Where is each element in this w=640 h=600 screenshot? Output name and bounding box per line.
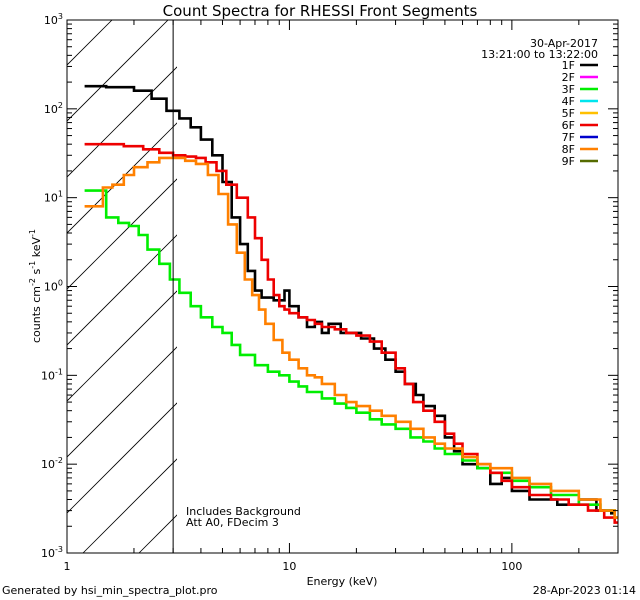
hatch-line [67,20,113,66]
y-tick-label: 10-1 [41,367,63,382]
chart-title: Count Spectra for RHESSI Front Segments [162,2,478,20]
hatch-line [419,0,640,553]
footer-generator: Generated by hsi_min_spectra_plot.pro [2,584,218,597]
x-tick-label: 100 [501,560,522,573]
x-tick-label: 1 [64,560,71,573]
legend-label-7f: 7F [562,131,575,144]
y-tick-label: 101 [44,190,63,205]
series-line-1f [84,84,616,515]
legend-label-2f: 2F [562,71,575,84]
hatch-line [67,178,177,290]
legend-label-9f: 9F [562,155,575,168]
hatch-line [67,402,177,514]
footer-timestamp: 28-Apr-2023 01:14 [532,584,636,597]
hatch-line [307,0,640,553]
hatch-line [363,0,640,553]
hatch-line [475,0,640,553]
x-axis-label: Energy (keV) [307,575,378,588]
y-tick-label: 103 [44,12,63,27]
x-tick-label: 10 [282,560,296,573]
hatch-line [531,0,640,553]
hatch-line [587,0,640,553]
attenuator-hatch-region [67,0,640,553]
annotation-background: Includes Background [186,505,301,518]
hatch-line [251,0,640,553]
y-tick-label: 102 [44,101,63,116]
y-tick-label: 10-2 [41,456,63,471]
series-line-3f [84,189,618,519]
series-line-6f [84,142,618,524]
legend-label-1f: 1F [562,59,575,72]
y-tick-label: 100 [44,279,63,294]
hatch-line [67,234,177,346]
legend-header-line: 13:21:00 to 13:22:00 [481,48,598,61]
legend-label-6f: 6F [562,119,575,132]
hatch-line [67,290,177,402]
legend-label-5f: 5F [562,107,575,120]
legend-label-8f: 8F [562,143,575,156]
annotation-attenuator: Att A0, FDecim 3 [186,516,279,529]
plot-frame [66,19,619,554]
y-tick-label: 10-3 [41,545,63,560]
legend-label-3f: 3F [562,83,575,96]
hatch-line [67,20,169,122]
hatch-line [82,458,177,553]
hatch-line [67,346,177,458]
legend-header-line: 30-Apr-2017 [530,37,598,50]
series-line-8f [84,156,618,519]
legend-label-4f: 4F [562,95,575,108]
y-axis-label: counts cm-2 s-1 keV-1 [28,229,43,343]
